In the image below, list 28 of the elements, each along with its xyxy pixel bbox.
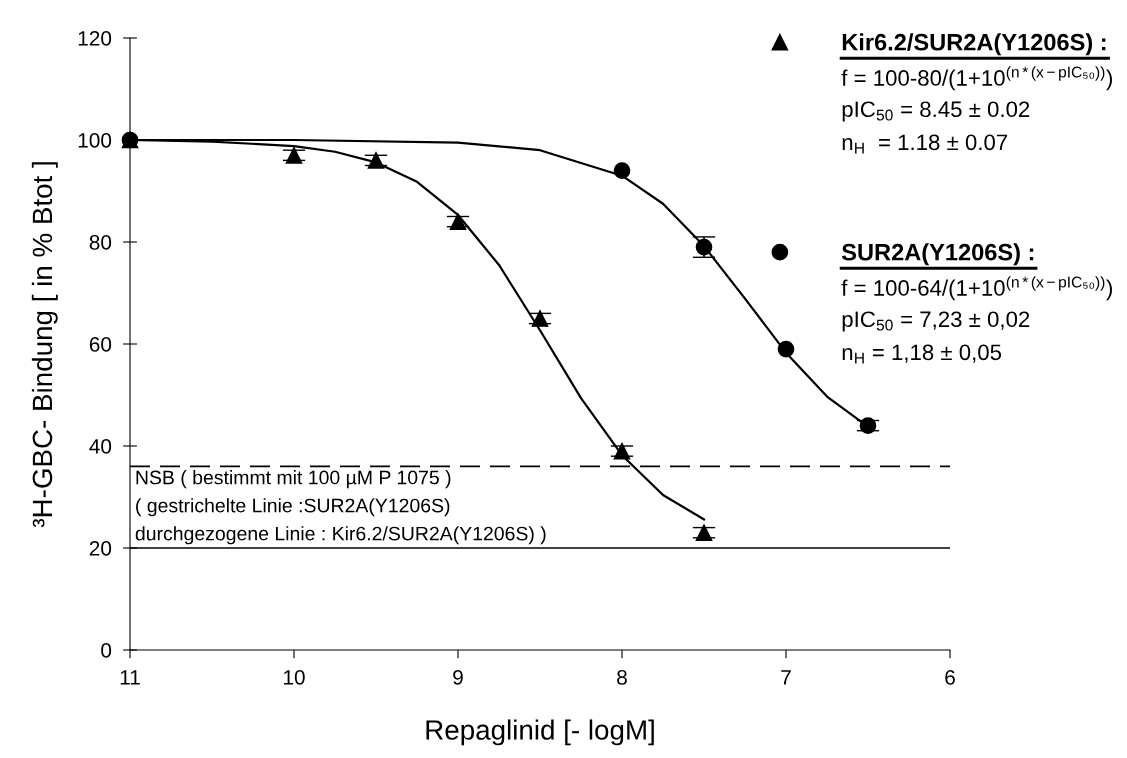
legend-label: Kir6.2/SUR2A(Y1206S) :: [842, 33, 1106, 56]
annotation: f = 100-64/(1+10$^{(n*(x−pIC₅₀))}$): [841, 276, 1112, 301]
y-tick-label: 20: [89, 541, 112, 556]
x-tick-label: 10: [284, 669, 305, 685]
annotation: durchgezogene Linie : Kir6.2/SUR2A(Y1206S) ): [135, 526, 546, 545]
y-tick-label: 80: [89, 235, 112, 250]
annotation: ( gestrichelte Linie :SUR2A(Y1206S): [136, 498, 450, 517]
x-tick-label: 6: [945, 669, 955, 685]
point: [613, 162, 631, 179]
y-tick-label: 100: [78, 133, 112, 148]
x-axis-title: Repaglinid [- logM]: [426, 719, 654, 746]
legend-label: SUR2A(Y1206S) :: [841, 243, 1034, 266]
y-tick-label: 40: [89, 439, 112, 454]
x-tick-label: 9: [453, 669, 463, 685]
y-tick-label: 120: [78, 31, 112, 46]
y-axis-title: ³H-GBC- Bindung [ in % Btot ]: [31, 162, 58, 528]
annotation: NSB ( bestimmt mit 100 µM P 1075 ): [136, 470, 451, 489]
annotation: n$_{H}$ = 1.18 ± 0.07: [842, 134, 1008, 154]
annotation: pIC$_{50}$ = 7,23 ± 0,02: [842, 311, 1030, 332]
annotation: pIC$_{50}$ = 8.45 ± 0.02: [842, 101, 1030, 122]
y-tick-label: 60: [89, 337, 112, 352]
y-tick-label: 0: [101, 643, 112, 658]
annotation: n$_{H}$ = 1,18 ± 0,05: [842, 344, 1002, 364]
x-tick-label: 8: [617, 669, 627, 685]
annotation: f = 100-80/(1+10$^{(n*(x−pIC₅₀))}$): [841, 66, 1112, 91]
x-tick-label: 11: [120, 670, 140, 685]
x-tick-label: 7: [781, 670, 791, 685]
point: [777, 340, 795, 358]
